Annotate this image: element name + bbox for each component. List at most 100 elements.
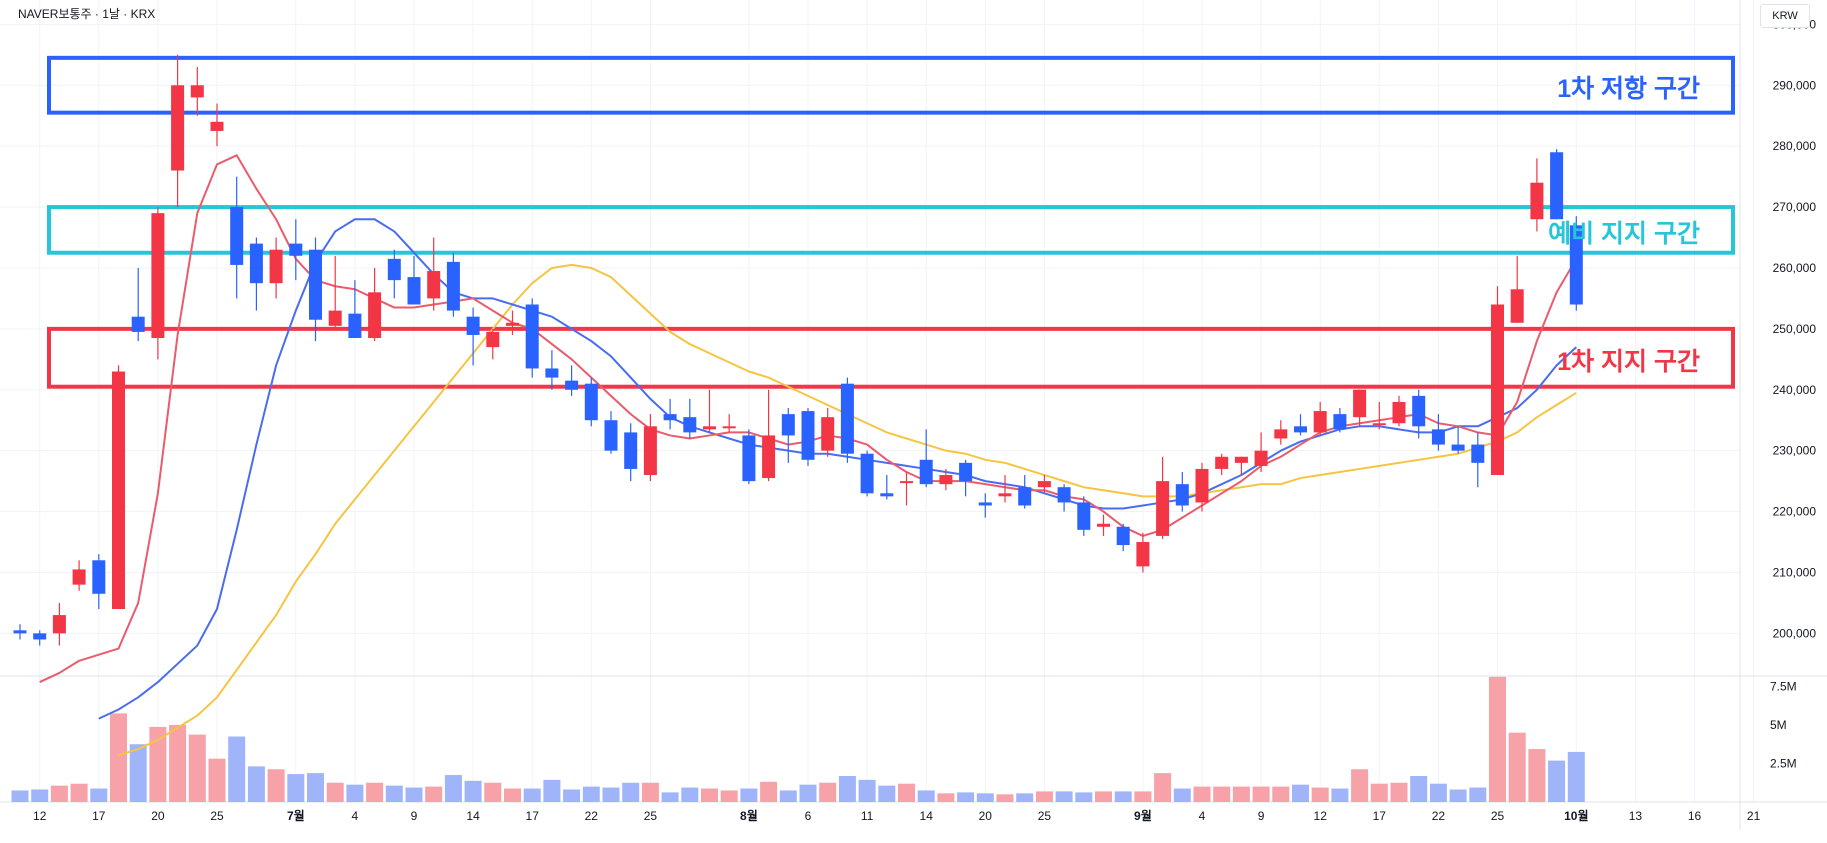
zones-group <box>47 55 1735 389</box>
volume-bar <box>641 782 659 802</box>
candle-body <box>1215 456 1229 469</box>
volume-bar <box>484 782 502 802</box>
chart-title: NAVER보통주 · 1날 · KRX <box>18 7 156 21</box>
time-tick-label: 22 <box>1432 809 1446 823</box>
candle-body <box>1077 502 1091 530</box>
volume-tick-label: 5M <box>1770 718 1787 732</box>
candle-body <box>663 414 677 421</box>
volume-bar <box>898 783 915 802</box>
candle-body <box>565 380 579 390</box>
candle-body <box>604 420 618 451</box>
candle-body <box>446 261 460 311</box>
volume-bar <box>385 785 403 802</box>
candle-body <box>781 414 795 436</box>
time-tick-label: 13 <box>1629 809 1643 823</box>
time-tick-label: 25 <box>1491 809 1505 823</box>
price-tick-label: 220,000 <box>1773 505 1817 519</box>
candlesticks <box>13 54 1583 646</box>
candle-body <box>249 243 263 284</box>
volume-bar <box>1351 769 1369 802</box>
volume-bar <box>1252 786 1270 802</box>
candle-body <box>1156 481 1170 536</box>
volume-bar <box>661 792 679 802</box>
volume-bar <box>681 787 699 802</box>
price-tick-label: 210,000 <box>1773 565 1817 579</box>
candle-body <box>486 331 500 348</box>
candle-body <box>1175 484 1189 506</box>
time-tick-label: 9월 <box>1134 808 1152 823</box>
volume-bar <box>937 793 955 802</box>
volume-bar <box>1567 751 1585 802</box>
price-tick-label: 250,000 <box>1773 322 1817 336</box>
time-tick-label: 14 <box>920 809 934 823</box>
volume-bar <box>1193 786 1211 802</box>
zone-box <box>47 55 1735 115</box>
volume-bar <box>602 787 620 802</box>
candle-body <box>171 85 185 171</box>
volume-bar <box>1114 791 1132 802</box>
volume-bar <box>1095 791 1112 802</box>
volume-bar <box>208 758 226 802</box>
volume-tick-label: 7.5M <box>1770 679 1797 693</box>
volume-bar <box>740 788 758 802</box>
price-tick-label: 270,000 <box>1773 200 1817 214</box>
volume-bar <box>346 784 364 802</box>
volume-bar <box>464 780 482 802</box>
candle-body <box>762 435 776 479</box>
time-tick-label: 12 <box>33 809 47 823</box>
time-tick-label: 21 <box>1747 809 1761 823</box>
candle-body <box>1057 487 1071 503</box>
volume-bar <box>366 782 384 802</box>
volume-bar <box>523 788 541 802</box>
candle-body <box>1530 182 1544 220</box>
volume-bar <box>543 779 561 802</box>
volume-bar <box>563 789 581 802</box>
candle-body <box>1412 395 1426 427</box>
candle-body <box>210 121 224 131</box>
candle-body <box>1353 389 1367 418</box>
candle-body <box>1451 444 1465 451</box>
price-tick-label: 230,000 <box>1773 444 1817 458</box>
volume-bar <box>1469 787 1487 802</box>
volume-bar <box>976 793 994 802</box>
volume-bar <box>405 787 423 802</box>
candle-body <box>427 271 441 299</box>
volume-bar <box>1055 791 1073 802</box>
candle-body <box>1372 423 1386 426</box>
volume-bar <box>129 744 147 802</box>
time-tick-label: 20 <box>151 809 165 823</box>
price-tick-label: 260,000 <box>1773 261 1817 275</box>
volume-bar <box>1075 792 1093 802</box>
candle-body <box>1392 401 1406 424</box>
candle-body <box>1471 444 1485 463</box>
price-tick-label: 200,000 <box>1773 626 1817 640</box>
candle-body <box>860 453 874 494</box>
ma10-line <box>98 218 1577 720</box>
candle-body <box>1569 225 1583 305</box>
volume-bar <box>1311 787 1329 802</box>
volume-bar <box>799 784 817 802</box>
zone-label: 1차 저항 구간 <box>1557 75 1700 104</box>
time-tick-label: 25 <box>1038 809 1052 823</box>
ma20-path <box>118 263 1577 757</box>
candle-body <box>959 462 973 482</box>
price-axis: 200,000 210,000 220,000 230,000 240,000 250,0… <box>1773 17 1817 640</box>
volume-bar <box>996 794 1014 802</box>
candle-body <box>269 249 283 284</box>
candle-body <box>1294 426 1307 433</box>
zone-box <box>47 326 1735 389</box>
candle-body <box>683 417 697 433</box>
candle-body <box>368 292 382 338</box>
volume-bar <box>425 786 443 802</box>
volume-tick-label: 2.5M <box>1770 756 1797 770</box>
volume-bar <box>326 782 344 802</box>
candle-body <box>939 475 953 485</box>
volume-bar <box>504 788 521 802</box>
candle-body <box>13 630 27 634</box>
time-tick-label: 9 <box>1258 809 1265 823</box>
currency-button[interactable]: KRW <box>1760 4 1810 28</box>
volume-bar <box>838 776 856 802</box>
candle-body <box>151 213 165 338</box>
volume-bar <box>1016 793 1034 802</box>
